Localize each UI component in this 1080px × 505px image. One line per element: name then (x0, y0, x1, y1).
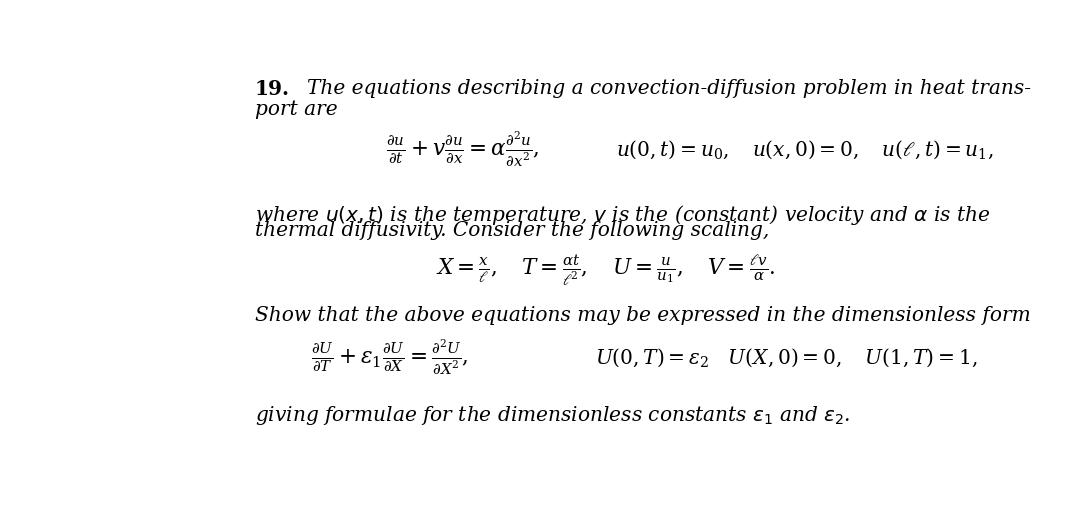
Text: thermal diffusivity. Consider the following scaling,: thermal diffusivity. Consider the follow… (255, 221, 769, 240)
Text: 19.: 19. (255, 79, 289, 99)
Text: Show that the above equations may be expressed in the dimensionless form: Show that the above equations may be exp… (255, 306, 1030, 325)
Text: $\frac{\partial U}{\partial T} + \epsilon_1\frac{\partial U}{\partial X} = \frac: $\frac{\partial U}{\partial T} + \epsilo… (311, 338, 469, 377)
Text: $U(0,T) = \epsilon_2 \quad U(X,0) = 0, \quad U(1,T) = 1,$: $U(0,T) = \epsilon_2 \quad U(X,0) = 0, \… (595, 346, 977, 369)
Text: giving formulae for the dimensionless constants $\epsilon_1$ and $\epsilon_2$.: giving formulae for the dimensionless co… (255, 403, 850, 427)
Text: $u(0,t) = u_0, \quad u(x,0) = 0, \quad u(\ell,t) = u_1,$: $u(0,t) = u_0, \quad u(x,0) = 0, \quad u… (617, 139, 994, 161)
Text: where $u(x,t)$ is the temperature, $v$ is the (constant) velocity and $\alpha$ i: where $u(x,t)$ is the temperature, $v$ i… (255, 203, 990, 227)
Text: port are: port are (255, 100, 337, 119)
Text: $\frac{\partial u}{\partial t} + v\frac{\partial u}{\partial x} = \alpha\frac{\p: $\frac{\partial u}{\partial t} + v\frac{… (387, 131, 540, 169)
Text: $X = \frac{x}{\ell}, \quad T = \frac{\alpha t}{\ell^2}, \quad U = \frac{u}{u_1},: $X = \frac{x}{\ell}, \quad T = \frac{\al… (436, 253, 777, 288)
Text: The equations describing a convection-diffusion problem in heat trans-: The equations describing a convection-di… (307, 79, 1030, 98)
